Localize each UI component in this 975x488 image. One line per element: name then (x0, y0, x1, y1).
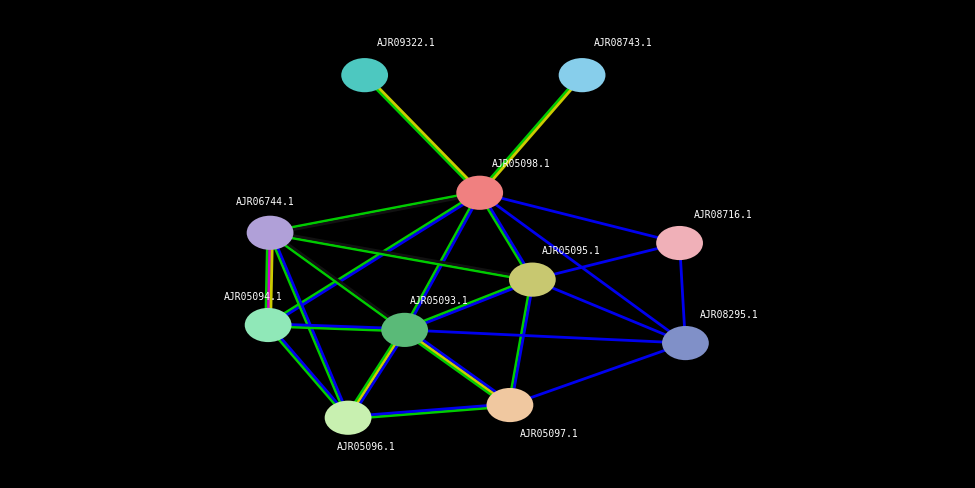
Text: AJR05097.1: AJR05097.1 (520, 429, 578, 439)
Text: AJR08716.1: AJR08716.1 (694, 210, 753, 220)
Ellipse shape (456, 176, 503, 210)
Ellipse shape (381, 313, 428, 347)
Text: AJR08295.1: AJR08295.1 (700, 310, 759, 320)
Ellipse shape (662, 326, 709, 360)
Ellipse shape (656, 226, 703, 260)
Ellipse shape (487, 388, 533, 422)
Text: AJR05096.1: AJR05096.1 (336, 442, 395, 452)
Text: AJR06744.1: AJR06744.1 (236, 198, 294, 207)
Text: AJR05095.1: AJR05095.1 (542, 246, 601, 256)
Ellipse shape (341, 58, 388, 92)
Text: AJR08743.1: AJR08743.1 (594, 39, 652, 48)
Text: AJR09322.1: AJR09322.1 (376, 39, 435, 48)
Ellipse shape (325, 401, 371, 435)
Text: AJR05098.1: AJR05098.1 (491, 160, 550, 169)
Ellipse shape (559, 58, 605, 92)
Ellipse shape (509, 263, 556, 297)
Text: AJR05094.1: AJR05094.1 (224, 292, 283, 302)
Ellipse shape (247, 216, 293, 250)
Ellipse shape (245, 308, 292, 342)
Text: AJR05093.1: AJR05093.1 (410, 297, 468, 306)
